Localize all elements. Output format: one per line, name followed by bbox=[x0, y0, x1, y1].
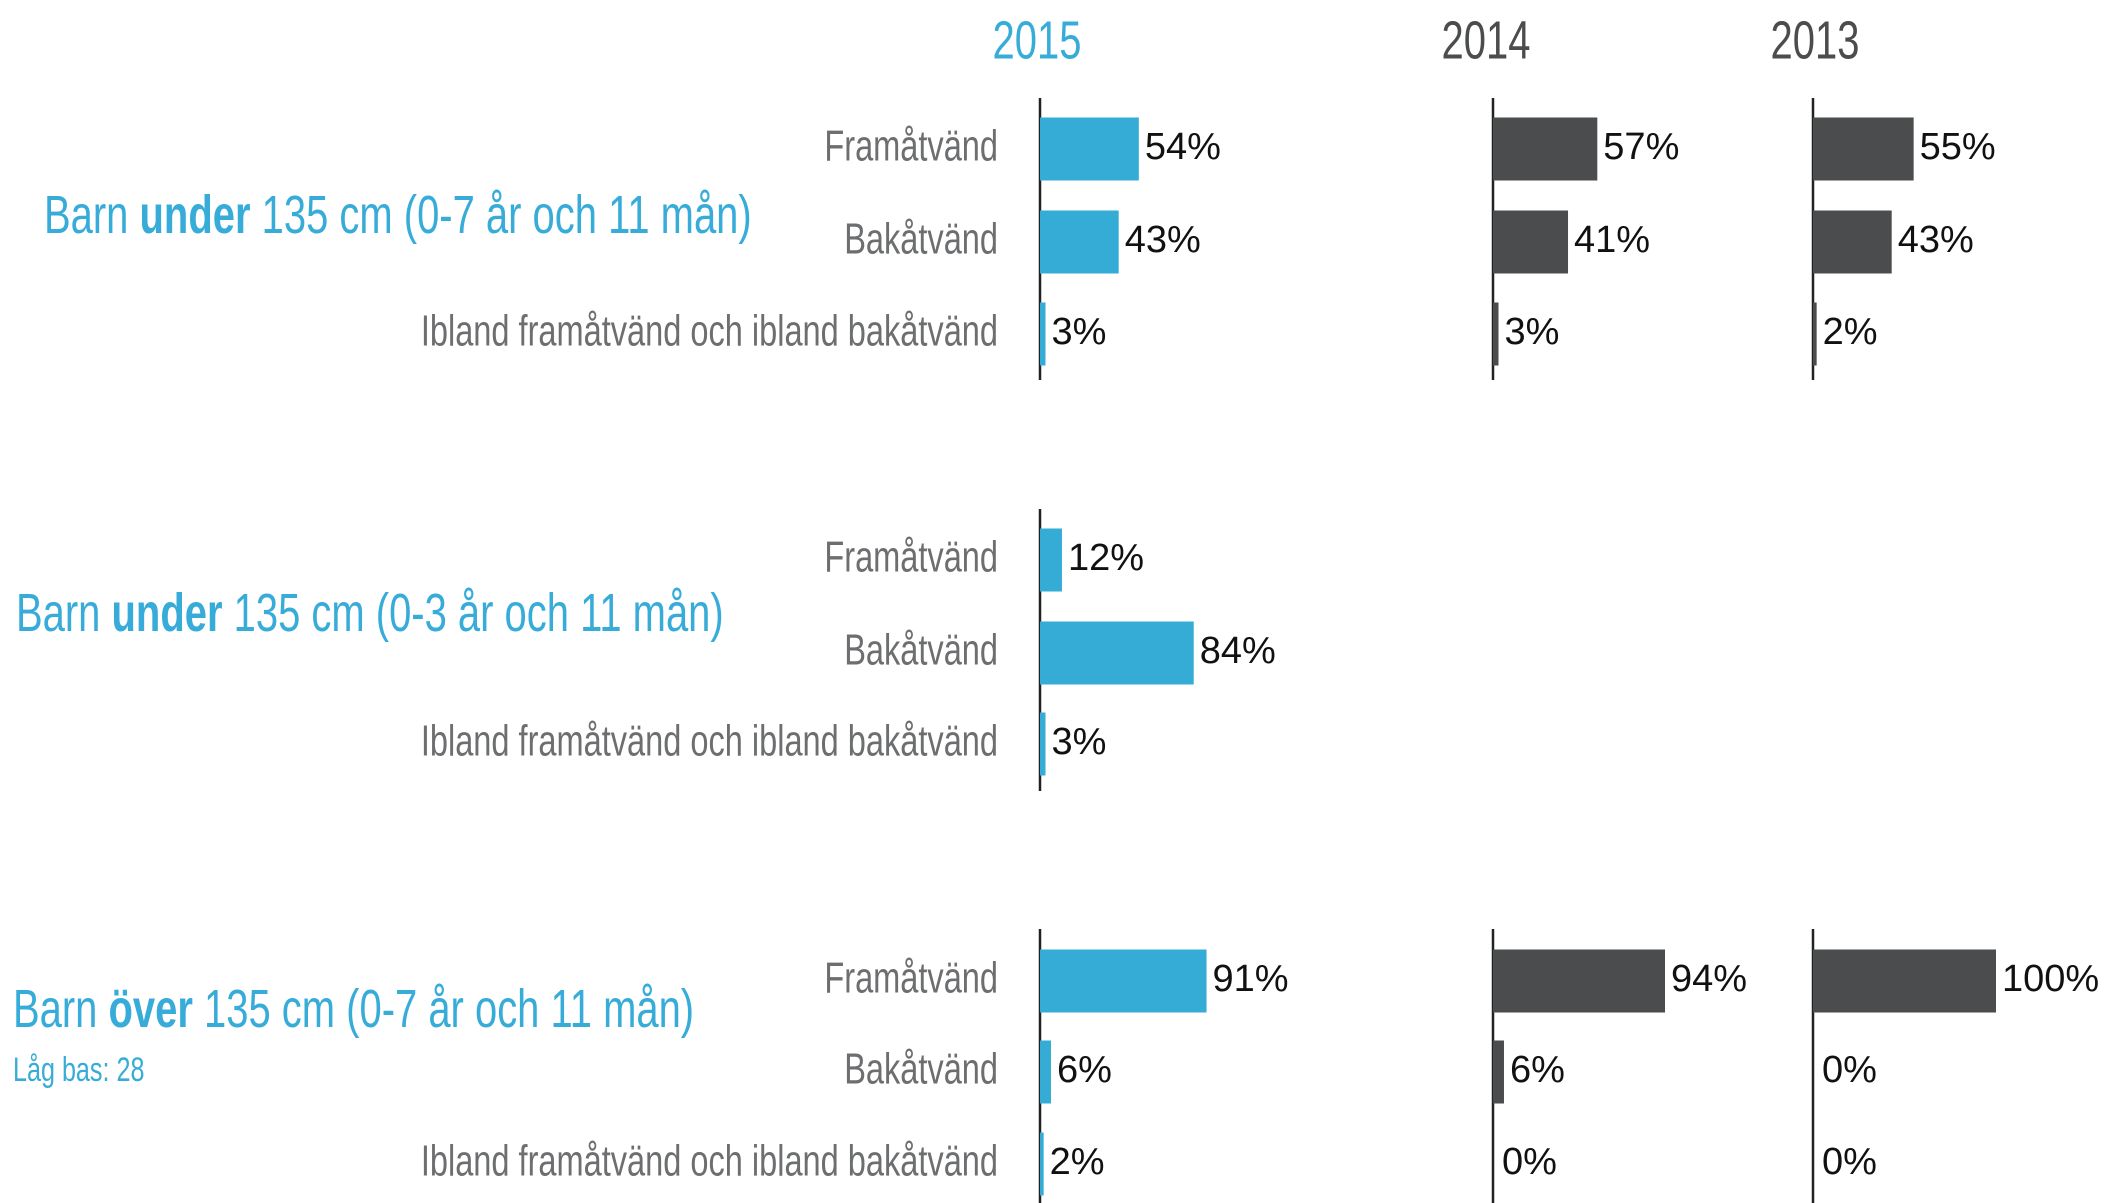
bar bbox=[1493, 949, 1666, 1013]
bar bbox=[1813, 117, 1914, 181]
bar bbox=[1040, 949, 1207, 1013]
value-label: 2% bbox=[1823, 311, 1878, 353]
value-label: 2% bbox=[1050, 1141, 1105, 1183]
year-header: 2014 bbox=[1442, 11, 1531, 71]
value-label: 3% bbox=[1051, 311, 1106, 353]
title-part: 135 cm (0-7 år och 11 mån) bbox=[204, 979, 694, 1039]
title-part: över bbox=[109, 979, 193, 1039]
bar bbox=[1813, 210, 1892, 274]
value-label: 3% bbox=[1051, 721, 1106, 763]
category-label: Ibland framåtvänd och ibland bakåtvänd bbox=[421, 1137, 998, 1186]
value-label: 57% bbox=[1603, 126, 1679, 168]
bar bbox=[1040, 117, 1139, 181]
category-label: Framåtvänd bbox=[824, 533, 998, 582]
bar bbox=[1493, 117, 1598, 181]
group-title: Barn över 135 cm (0-7 år och 11 mån) bbox=[13, 979, 694, 1039]
bar bbox=[1040, 1132, 1044, 1196]
value-label: 54% bbox=[1145, 126, 1221, 168]
bar bbox=[1040, 210, 1119, 274]
value-label: 6% bbox=[1057, 1049, 1112, 1091]
bar bbox=[1493, 210, 1569, 274]
bar bbox=[1813, 302, 1817, 366]
category-label: Ibland framåtvänd och ibland bakåtvänd bbox=[421, 307, 998, 356]
title-part: Barn bbox=[44, 185, 128, 245]
title-part: under bbox=[112, 583, 223, 643]
bar bbox=[1493, 302, 1499, 366]
value-label: 3% bbox=[1504, 311, 1559, 353]
category-label: Bakåtvänd bbox=[844, 626, 998, 675]
title-part: 135 cm (0-7 år och 11 mån) bbox=[262, 185, 752, 245]
bar bbox=[1040, 528, 1062, 592]
title-part: Barn bbox=[16, 583, 100, 643]
category-label: Ibland framåtvänd och ibland bakåtvänd bbox=[421, 717, 998, 766]
value-label: 0% bbox=[1822, 1141, 1877, 1183]
bar bbox=[1040, 712, 1046, 776]
category-label: Framåtvänd bbox=[824, 954, 998, 1003]
bar bbox=[1040, 621, 1194, 685]
year-header: 2015 bbox=[993, 11, 1082, 71]
bar bbox=[1493, 1040, 1504, 1104]
category-label: Framåtvänd bbox=[824, 122, 998, 171]
value-label: 43% bbox=[1898, 219, 1974, 261]
value-label: 12% bbox=[1068, 537, 1144, 579]
title-part: under bbox=[140, 185, 251, 245]
category-label: Bakåtvänd bbox=[844, 1045, 998, 1094]
title-part: Barn bbox=[13, 979, 97, 1039]
bar bbox=[1040, 302, 1046, 366]
value-label: 91% bbox=[1213, 958, 1289, 1000]
group-title: Barn under 135 cm (0-7 år och 11 mån) bbox=[44, 185, 752, 245]
value-label: 0% bbox=[1502, 1141, 1557, 1183]
value-label: 43% bbox=[1125, 219, 1201, 261]
bar bbox=[1813, 949, 1996, 1013]
value-label: 55% bbox=[1920, 126, 1996, 168]
year-header: 2013 bbox=[1771, 11, 1860, 71]
value-label: 41% bbox=[1574, 219, 1650, 261]
value-label: 6% bbox=[1510, 1049, 1565, 1091]
category-label: Bakåtvänd bbox=[844, 215, 998, 264]
bar bbox=[1040, 1040, 1051, 1104]
value-label: 100% bbox=[2002, 958, 2099, 1000]
value-label: 94% bbox=[1671, 958, 1747, 1000]
group-title: Barn under 135 cm (0-3 år och 11 mån) bbox=[16, 583, 724, 643]
subtitle: Låg bas: 28 bbox=[13, 1051, 144, 1089]
value-label: 84% bbox=[1200, 630, 1276, 672]
title-part: 135 cm (0-3 år och 11 mån) bbox=[234, 583, 724, 643]
value-label: 0% bbox=[1822, 1049, 1877, 1091]
